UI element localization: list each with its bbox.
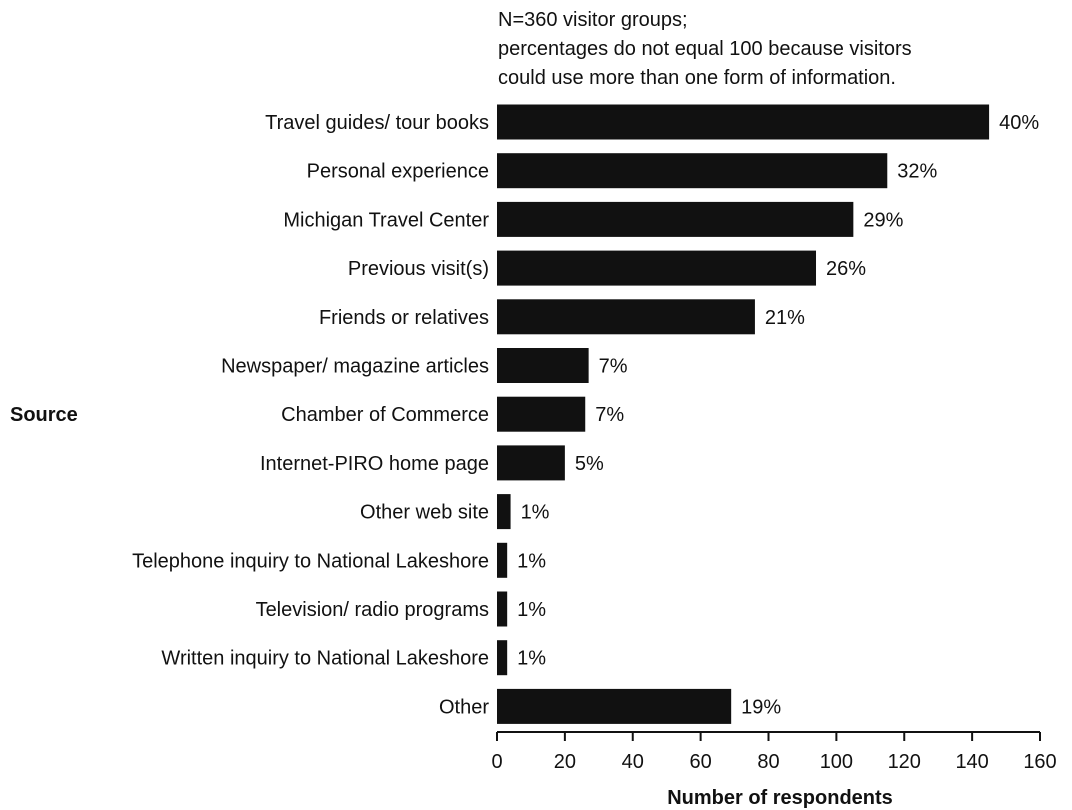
data-label: 7%	[599, 356, 628, 378]
bar	[497, 396, 586, 432]
bar	[497, 445, 565, 481]
data-label: 1%	[521, 502, 550, 524]
bar	[497, 348, 589, 383]
x-tick-label: 100	[820, 751, 853, 773]
data-label: 32%	[897, 161, 937, 183]
bar	[497, 250, 817, 286]
bar	[497, 201, 854, 237]
chart-note: N=360 visitor groups; percentages do not…	[498, 9, 912, 89]
bars: Travel guides/ tour books 40% Personal exp…	[132, 104, 1039, 724]
note-line: N=360 visitor groups;	[498, 9, 688, 31]
x-axis-title: Number of respondents	[667, 787, 893, 809]
x-tick-label: 140	[955, 751, 988, 773]
bar	[497, 494, 511, 530]
data-label: 19%	[741, 696, 781, 718]
x-tick-label: 0	[491, 751, 502, 773]
category-label: Friends or relatives	[319, 307, 489, 329]
bar	[497, 542, 508, 578]
y-axis-title: Source	[10, 404, 78, 426]
category-label: Television/ radio programs	[256, 599, 489, 621]
bar	[497, 299, 755, 335]
x-axis: 0 20 40 60 80 100 120 140 160	[491, 731, 1057, 773]
note-line: could use more than one form of informat…	[498, 67, 896, 89]
category-label: Newspaper/ magazine articles	[221, 356, 489, 378]
data-label: 40%	[999, 112, 1039, 134]
x-tick-label: 160	[1023, 751, 1056, 773]
data-label: 7%	[595, 404, 624, 426]
data-label: 21%	[765, 307, 805, 329]
x-tick-label: 80	[757, 751, 779, 773]
data-label: 29%	[863, 209, 903, 231]
bar	[497, 153, 888, 189]
category-label: Other web site	[360, 502, 489, 524]
category-label: Other	[439, 696, 489, 718]
category-label: Chamber of Commerce	[281, 404, 489, 426]
bar	[497, 640, 508, 676]
data-label: 1%	[517, 648, 546, 670]
x-tick-label: 20	[554, 751, 576, 773]
data-label: 5%	[575, 453, 604, 475]
x-tick-label: 60	[690, 751, 712, 773]
category-label: Written inquiry to National Lakeshore	[161, 648, 489, 670]
bar	[497, 591, 508, 627]
category-label: Personal experience	[307, 161, 489, 183]
x-tick-label: 40	[622, 751, 644, 773]
category-label: Internet-PIRO home page	[260, 453, 489, 475]
category-label: Telephone inquiry to National Lakeshore	[132, 550, 489, 572]
note-line: percentages do not equal 100 because vis…	[498, 38, 912, 60]
category-label: Michigan Travel Center	[283, 209, 489, 231]
category-label: Travel guides/ tour books	[265, 112, 489, 134]
category-label: Previous visit(s)	[348, 258, 489, 280]
x-tick-label: 120	[888, 751, 921, 773]
bar	[497, 688, 732, 724]
bar	[497, 104, 990, 140]
data-label: 1%	[517, 599, 546, 621]
data-label: 1%	[517, 550, 546, 572]
data-label: 26%	[826, 258, 866, 280]
